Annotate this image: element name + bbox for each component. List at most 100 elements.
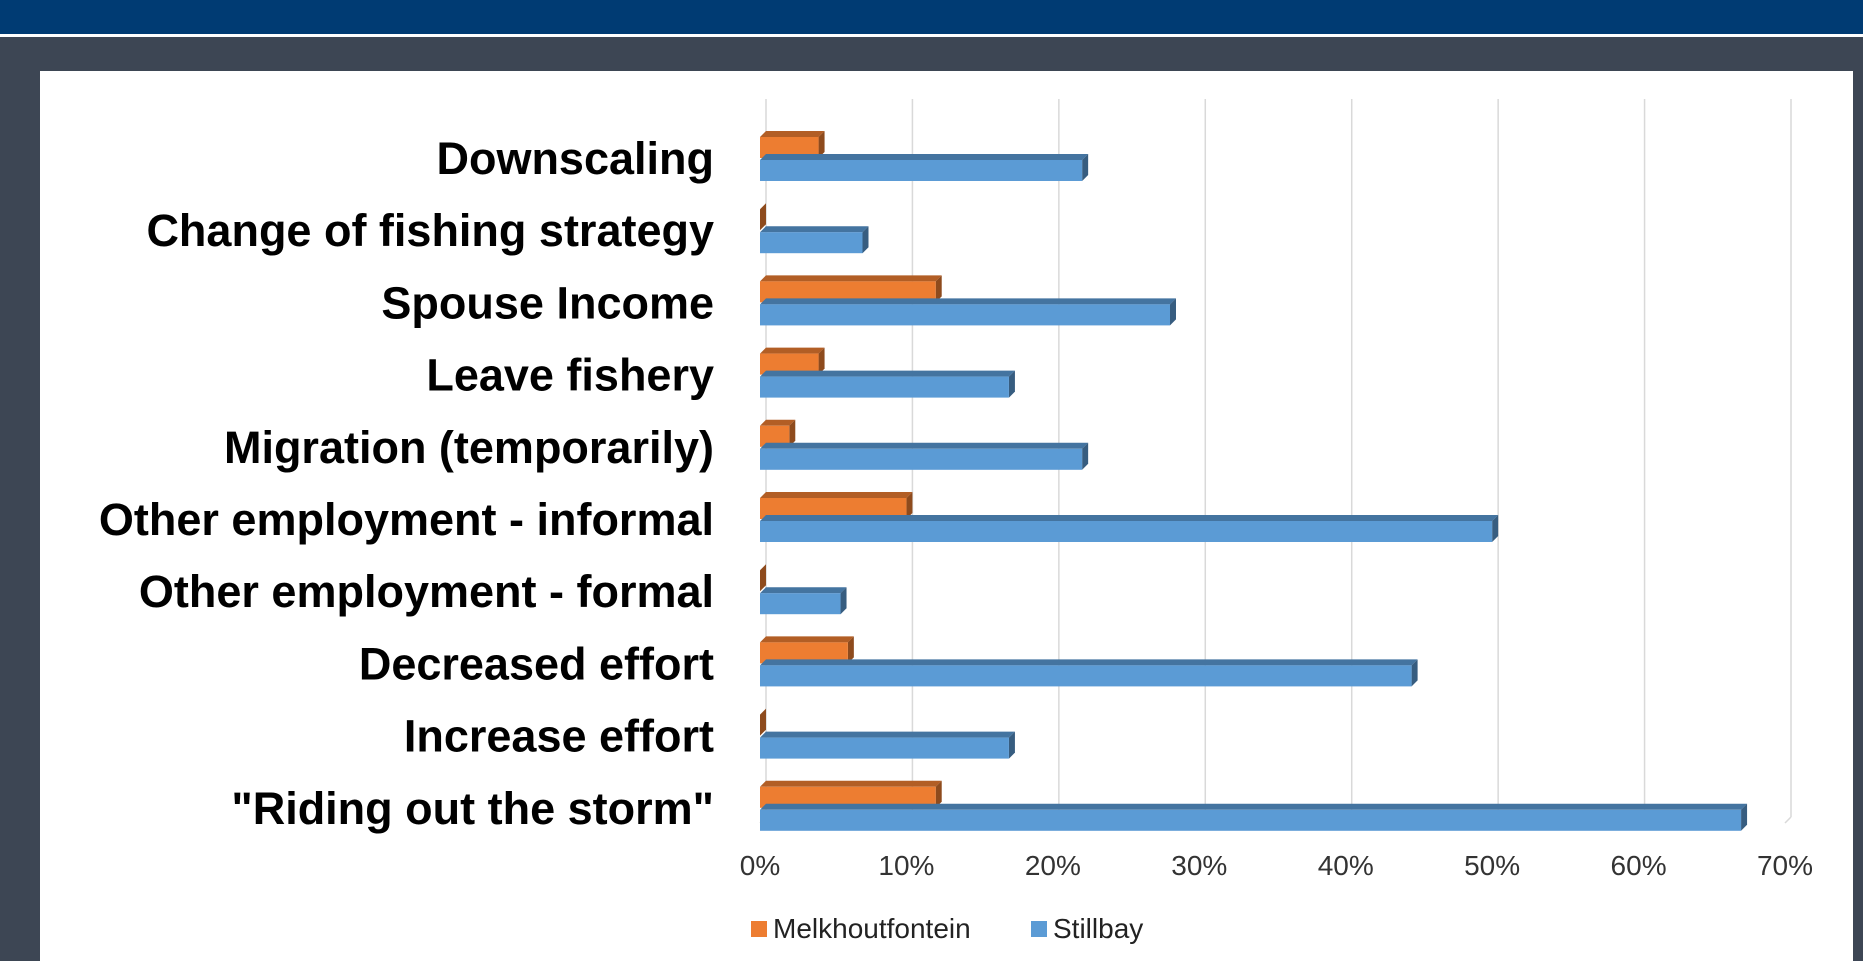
- category-label: Spouse Income: [381, 277, 714, 328]
- bar-stillbay-top: [760, 442, 1089, 449]
- header-band: [0, 0, 1863, 34]
- legend-item-melkhoutfontein: Melkhoutfontein: [751, 913, 971, 944]
- bar-stillbay-side: [1170, 298, 1176, 326]
- bar-stillbay-top: [760, 154, 1089, 160]
- category-label: "Riding out the storm": [231, 783, 714, 834]
- bar-melkhoutfontein: [760, 708, 766, 736]
- bar-stillbay-front: [760, 665, 1412, 687]
- bar-melkhoutfontein: [760, 347, 825, 375]
- category-label: Other employment - informal: [99, 494, 714, 545]
- category-label: Increase effort: [404, 711, 714, 762]
- bar-stillbay: [760, 659, 1418, 687]
- bar-melkhoutfontein-side: [760, 203, 766, 231]
- bar-melkhoutfontein-top: [760, 636, 854, 643]
- bar-stillbay: [760, 442, 1089, 470]
- bar-melkhoutfontein-side: [906, 492, 913, 519]
- bar-melkhoutfontein: [760, 203, 766, 231]
- category-label: Leave fishery: [426, 350, 714, 401]
- bar-melkhoutfontein-side: [847, 636, 854, 664]
- bar-stillbay-front: [760, 304, 1170, 326]
- x-tick-label: 30%: [1171, 850, 1227, 881]
- bar-melkhoutfontein: [760, 419, 796, 447]
- bar-stillbay-side: [1082, 154, 1089, 181]
- chart-panel: 0% 10% 20% 30% 40% 50% 60% 70% Downscaling Change…: [40, 71, 1853, 961]
- bar-stillbay-top: [760, 803, 1748, 810]
- category-label: Downscaling: [436, 133, 714, 184]
- bar-melkhoutfontein: [760, 636, 854, 664]
- bar-melkhoutfontein: [760, 492, 913, 519]
- bar-stillbay: [760, 515, 1499, 542]
- bar-melkhoutfontein: [760, 564, 766, 592]
- x-tick-label: 0%: [740, 850, 780, 881]
- bar-melkhoutfontein-side: [935, 780, 942, 808]
- bar-stillbay: [760, 226, 869, 254]
- x-tick-label: 60%: [1611, 850, 1667, 881]
- legend-swatch: [751, 921, 767, 937]
- bar-melkhoutfontein-side: [760, 708, 766, 736]
- bar-stillbay-side: [862, 226, 869, 254]
- bar-stillbay-front: [760, 376, 1009, 398]
- x-tick-label: 50%: [1464, 850, 1520, 881]
- category-label: Change of fishing strategy: [146, 205, 714, 256]
- bar-melkhoutfontein: [760, 131, 825, 158]
- bar-stillbay-top: [760, 370, 1015, 377]
- bar-melkhoutfontein-front: [760, 137, 819, 158]
- bar-melkhoutfontein-front: [760, 498, 907, 519]
- x-tick-label: 40%: [1318, 850, 1374, 881]
- bar-stillbay: [760, 731, 1015, 759]
- bar-stillbay-front: [760, 521, 1493, 542]
- bar-stillbay: [760, 803, 1748, 831]
- bar-stillbay-top: [760, 226, 869, 233]
- bar-melkhoutfontein-front: [760, 353, 819, 375]
- bar-melkhoutfontein-front: [760, 786, 936, 808]
- x-tick-label: 10%: [878, 850, 934, 881]
- bar-stillbay: [760, 587, 847, 615]
- bar-stillbay-top: [760, 731, 1015, 738]
- bar-melkhoutfontein-top: [760, 275, 942, 282]
- bar-melkhoutfontein-front: [760, 642, 848, 664]
- bar-melkhoutfontein: [760, 275, 942, 303]
- header-rule: [0, 34, 1863, 37]
- legend-item-stillbay: Stillbay: [1031, 913, 1143, 944]
- category-label: Decreased effort: [359, 638, 714, 689]
- x-tick-label: 20%: [1025, 850, 1081, 881]
- bar-stillbay-side: [1008, 370, 1015, 398]
- gridline-foot: [1784, 816, 1792, 824]
- bar-stillbay-side: [840, 587, 847, 615]
- bar-stillbay-front: [760, 593, 841, 615]
- bar-melkhoutfontein: [760, 780, 942, 808]
- bar-chart: 0% 10% 20% 30% 40% 50% 60% 70% Downscaling Change…: [99, 99, 1813, 944]
- bar-melkhoutfontein-top: [760, 780, 942, 787]
- bar-stillbay-front: [760, 809, 1742, 831]
- category-label: Migration (temporarily): [224, 422, 714, 473]
- legend-label: Melkhoutfontein: [773, 913, 971, 944]
- bar-stillbay-front: [760, 232, 863, 254]
- bar-stillbay: [760, 154, 1089, 181]
- bar-stillbay-front: [760, 737, 1009, 759]
- bar-melkhoutfontein-top: [760, 347, 825, 354]
- bar-stillbay-top: [760, 659, 1418, 666]
- bar-stillbay-side: [1008, 731, 1015, 759]
- bar-melkhoutfontein-front: [760, 281, 936, 303]
- bar-stillbay-side: [1411, 659, 1418, 687]
- bar-stillbay-top: [760, 298, 1176, 305]
- bar-melkhoutfontein-side: [818, 347, 825, 375]
- bar-stillbay-front: [760, 448, 1083, 470]
- legend-swatch: [1031, 921, 1047, 937]
- bar-stillbay: [760, 298, 1176, 326]
- bar-melkhoutfontein-top: [760, 131, 825, 137]
- bar-melkhoutfontein-top: [760, 492, 913, 498]
- bar-melkhoutfontein-side: [760, 564, 766, 592]
- bar-stillbay-side: [1741, 803, 1748, 831]
- bar-stillbay-top: [760, 587, 847, 594]
- bar-stillbay-front: [760, 160, 1083, 181]
- bar-stillbay-top: [760, 515, 1499, 521]
- category-label: Other employment - formal: [139, 566, 714, 617]
- bar-melkhoutfontein-side: [818, 131, 825, 158]
- bar-stillbay-side: [1082, 442, 1089, 470]
- bar-stillbay-side: [1492, 515, 1499, 542]
- legend-label: Stillbay: [1053, 913, 1143, 944]
- bar-melkhoutfontein-top: [760, 419, 796, 426]
- bar-stillbay: [760, 370, 1015, 398]
- bar-melkhoutfontein-front: [760, 425, 790, 447]
